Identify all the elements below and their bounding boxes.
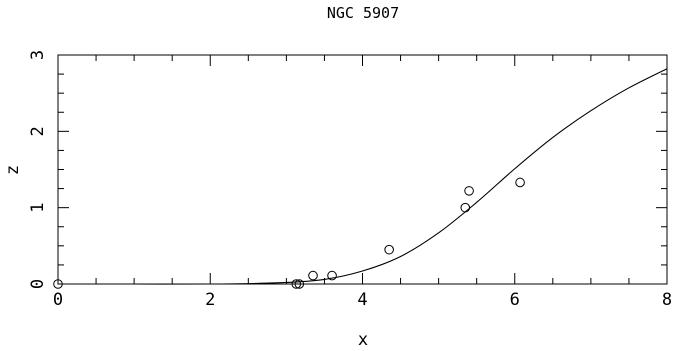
data-point bbox=[460, 202, 471, 213]
tick-labels-layer: 0 2 4 6 8 0 1 2 3 bbox=[28, 50, 672, 310]
data-points-layer bbox=[53, 177, 525, 289]
model-curve-layer bbox=[58, 68, 668, 285]
model-curve bbox=[58, 68, 668, 285]
x-tick-label: 8 bbox=[662, 290, 672, 310]
x-tick-label: 6 bbox=[510, 290, 520, 310]
y-tick-label: 0 bbox=[28, 279, 48, 289]
data-point bbox=[308, 270, 318, 281]
x-tick-label: 0 bbox=[53, 290, 63, 310]
data-point bbox=[384, 244, 394, 255]
x-axis-label: x bbox=[358, 330, 368, 350]
y-tick-label: 1 bbox=[28, 203, 48, 213]
chart-title: NGC 5907 bbox=[327, 4, 399, 22]
data-point bbox=[294, 279, 305, 289]
y-tick-label: 2 bbox=[28, 126, 48, 136]
data-point bbox=[515, 177, 525, 188]
plot-frame bbox=[57, 54, 668, 285]
x-tick-label: 2 bbox=[205, 290, 215, 310]
axes bbox=[57, 54, 668, 285]
y-tick-label: 3 bbox=[28, 50, 48, 60]
x-tick-label: 4 bbox=[357, 290, 367, 310]
data-point bbox=[53, 279, 63, 289]
data-point bbox=[464, 186, 474, 196]
data-point bbox=[291, 279, 302, 289]
y-axis-label: z bbox=[3, 165, 23, 175]
data-point bbox=[327, 270, 337, 281]
